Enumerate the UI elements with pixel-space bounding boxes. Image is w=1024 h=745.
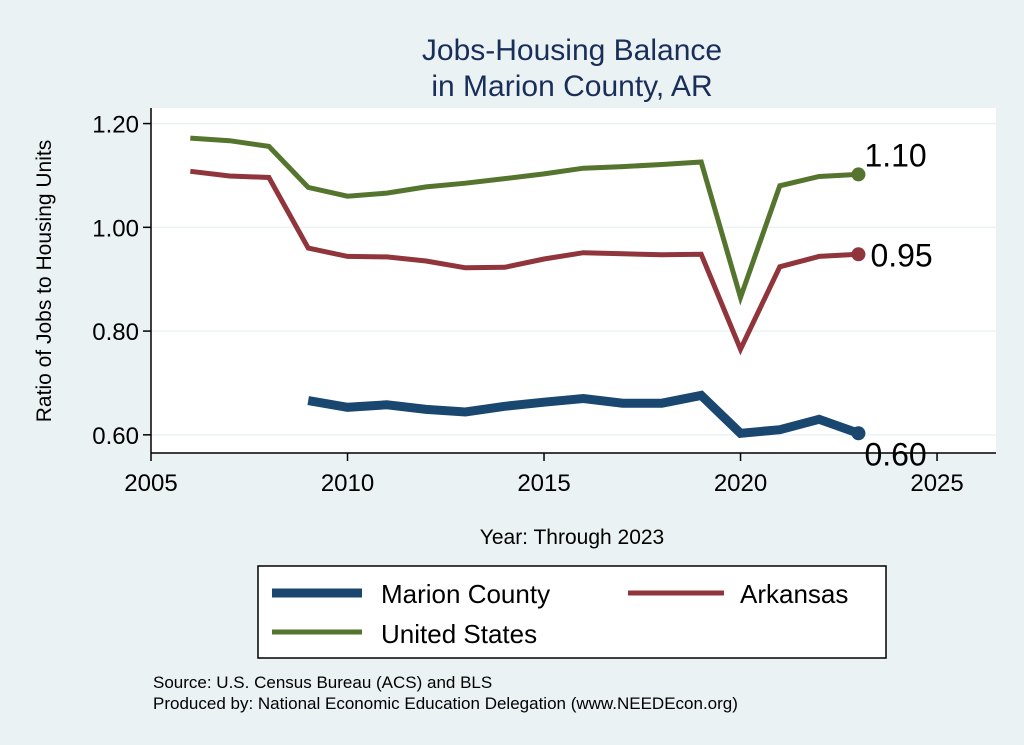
legend-label-marion-county: Marion County [381, 579, 550, 609]
legend-label-united-states: United States [381, 619, 537, 649]
series-line-marion-county [307, 390, 860, 438]
end-marker-united-states [851, 167, 866, 182]
series-line-united-states [190, 135, 859, 306]
x-tick-label: 2025 [910, 470, 963, 497]
chart-title-line-2: in Marion County, AR [431, 70, 712, 103]
source-note: Source: U.S. Census Bureau (ACS) and BLS [153, 673, 492, 692]
series-line-arkansas [190, 168, 859, 356]
legend-box [257, 565, 887, 659]
end-label-arkansas: 0.95 [870, 237, 932, 273]
x-axis-label: Year: Through 2023 [480, 526, 665, 549]
end-marker-marion-county [851, 426, 866, 441]
series-layer [190, 135, 866, 441]
y-tick-label: 1.00 [92, 215, 139, 242]
end-labels: 0.60 0.95 1.10 [864, 137, 932, 472]
end-marker-arkansas [851, 247, 866, 262]
y-tick-label: 0.80 [92, 319, 139, 346]
chart-title-line-1: Jobs-Housing Balance [422, 34, 722, 67]
x-tick-label: 2015 [517, 470, 570, 497]
end-label-united-states: 1.10 [864, 137, 926, 173]
y-ticks: 0.60 0.80 1.00 1.20 [92, 112, 151, 450]
y-axis-label: Ratio of Jobs to Housing Units [33, 140, 56, 422]
legend-label-arkansas: Arkansas [740, 579, 848, 609]
y-tick-label: 0.60 [92, 423, 139, 450]
x-tick-label: 2010 [321, 470, 374, 497]
producer-note: Produced by: National Economic Education… [153, 694, 738, 713]
x-ticks: 2005 2010 2015 2020 2025 [124, 453, 964, 497]
y-tick-label: 1.20 [92, 112, 139, 139]
x-tick-label: 2005 [124, 470, 177, 497]
x-tick-label: 2020 [714, 470, 767, 497]
end-label-marion-county: 0.60 [864, 436, 926, 472]
